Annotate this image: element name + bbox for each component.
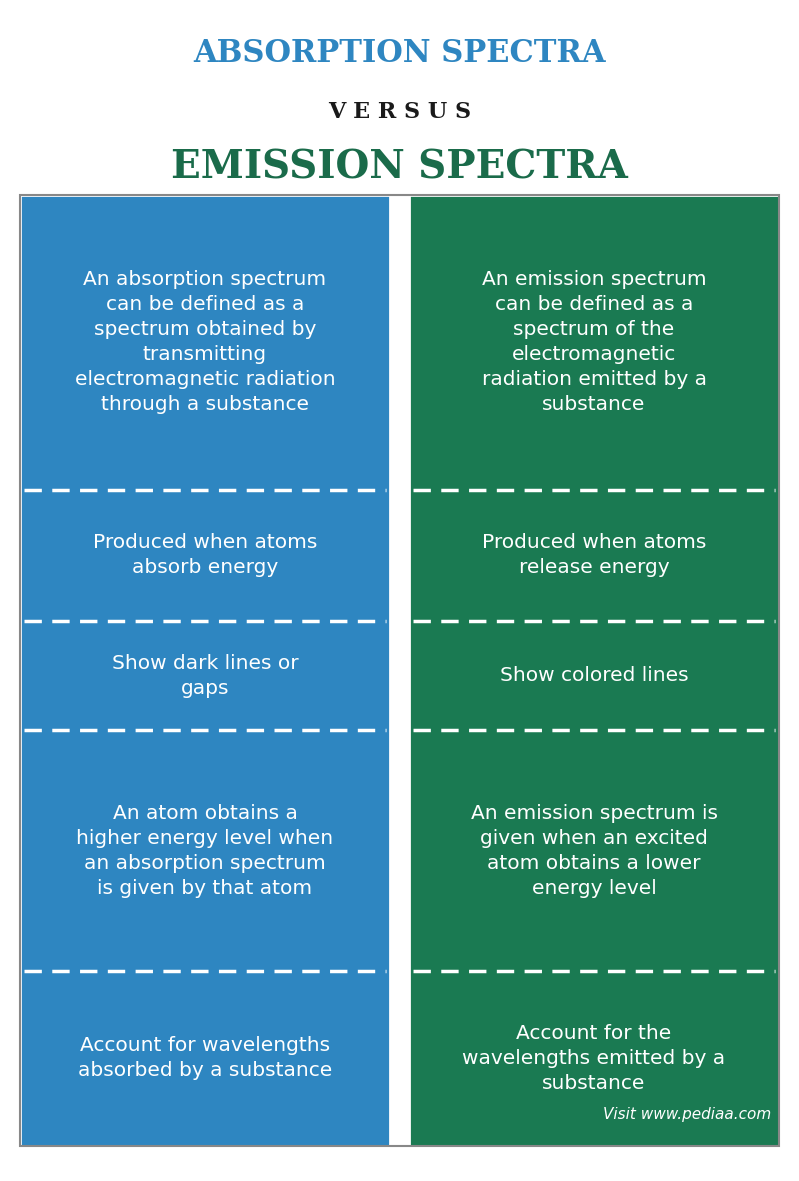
Text: Produced when atoms
release energy: Produced when atoms release energy (482, 534, 706, 578)
Text: An emission spectrum is
given when an excited
atom obtains a lower
energy level: An emission spectrum is given when an ex… (471, 803, 718, 898)
Text: ABSORPTION SPECTRA: ABSORPTION SPECTRA (193, 38, 606, 68)
Bar (20, 195, 390, 1146)
Text: Visit www.pediaa.com: Visit www.pediaa.com (602, 1107, 771, 1122)
Bar (409, 195, 779, 1146)
Text: V E R S U S: V E R S U S (328, 102, 471, 123)
Bar (390, 195, 409, 1146)
Text: An absorption spectrum
can be defined as a
spectrum obtained by
transmitting
ele: An absorption spectrum can be defined as… (74, 270, 336, 415)
Text: An emission spectrum
can be defined as a
spectrum of the
electromagnetic
radiati: An emission spectrum can be defined as a… (482, 270, 706, 415)
Text: Show colored lines: Show colored lines (499, 666, 689, 685)
Text: Produced when atoms
absorb energy: Produced when atoms absorb energy (93, 534, 317, 578)
Text: Account for wavelengths
absorbed by a substance: Account for wavelengths absorbed by a su… (78, 1036, 332, 1081)
Text: Account for the
wavelengths emitted by a
substance: Account for the wavelengths emitted by a… (463, 1024, 725, 1092)
Text: Show dark lines or
gaps: Show dark lines or gaps (112, 653, 298, 698)
Bar (20, 195, 779, 1146)
Text: An atom obtains a
higher energy level when
an absorption spectrum
is given by th: An atom obtains a higher energy level wh… (77, 803, 333, 898)
Text: EMISSION SPECTRA: EMISSION SPECTRA (171, 149, 628, 187)
